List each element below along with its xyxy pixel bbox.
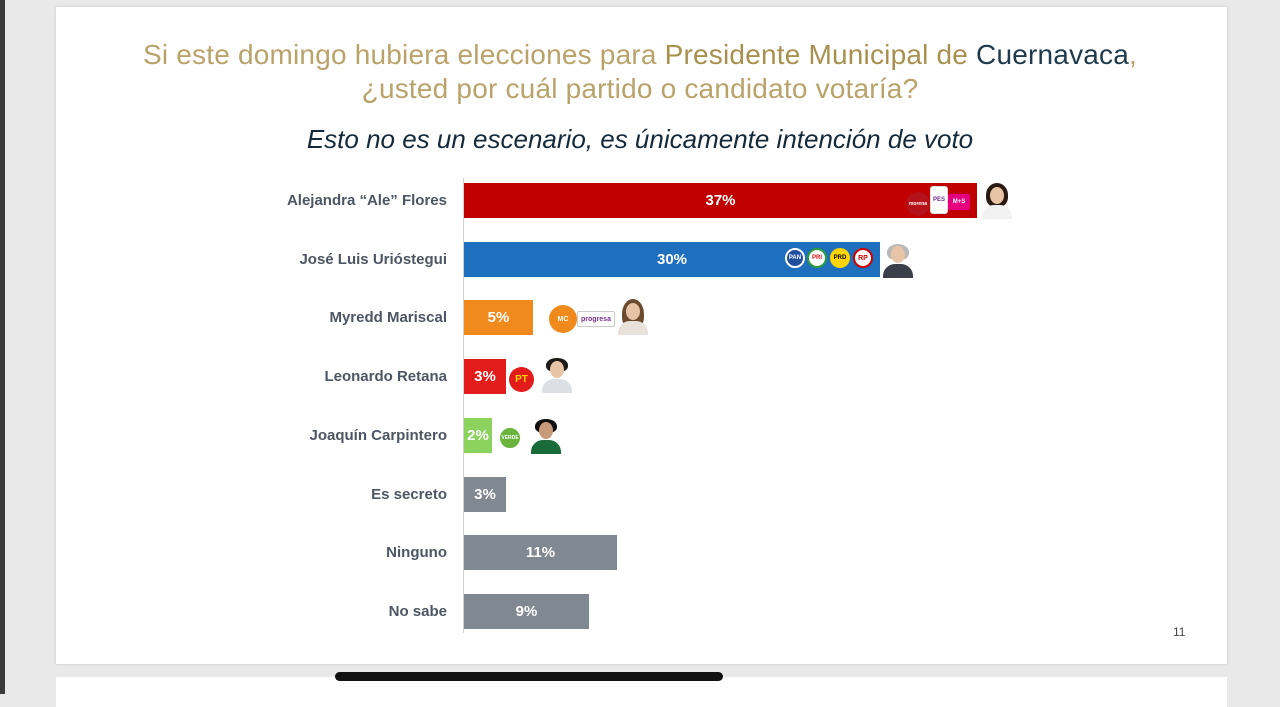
- pes-logo: PES: [930, 186, 948, 214]
- value-label: 3%: [474, 486, 496, 503]
- rp-logo: RP: [853, 248, 873, 268]
- leonardo-retana-photo: [540, 355, 574, 393]
- chart-axis: [463, 178, 464, 633]
- title-city: Cuernavaca: [976, 39, 1130, 70]
- bar: 5%: [464, 300, 533, 335]
- prd-logo: PRD: [830, 248, 850, 268]
- bar: 2%: [464, 418, 492, 453]
- value-label: 2%: [467, 427, 489, 444]
- category-label: Alejandra “Ale” Flores: [286, 192, 447, 209]
- value-label: 11%: [525, 544, 556, 561]
- bar: 37%: [464, 183, 977, 218]
- category-label: Es secreto: [371, 486, 447, 503]
- title-office: Presidente Municipal de: [664, 39, 977, 70]
- value-label: 5%: [487, 309, 510, 326]
- jose-luis-uriostegui-photo: [881, 240, 915, 278]
- category-label: Joaquín Carpintero: [309, 427, 447, 444]
- title-comma: ,: [1129, 39, 1138, 70]
- chart-subtitle: Esto no es un escenario, es únicamente i…: [306, 124, 974, 154]
- title-part1: Si este domingo hubiera elecciones para: [142, 39, 665, 70]
- chart-title: Si este domingo hubiera elecciones para …: [0, 38, 1280, 106]
- bar: 9%: [464, 594, 589, 629]
- value-label: 3%: [474, 368, 496, 385]
- category-label: Leonardo Retana: [324, 368, 447, 385]
- value-label: 37%: [705, 192, 736, 209]
- window-edge: [0, 0, 5, 694]
- category-label: Ninguno: [386, 544, 447, 561]
- verde-logo: VERDE: [498, 426, 522, 450]
- category-label: No sabe: [388, 603, 447, 620]
- joaquin-carpintero-photo: [529, 416, 563, 454]
- pan-logo: PAN: [785, 248, 805, 268]
- mas-logo: M+S: [948, 194, 970, 210]
- ale-flores-photo: [980, 181, 1014, 219]
- next-slide-page: [56, 677, 1227, 707]
- pt-logo: PT: [509, 367, 534, 392]
- mc-logo: MC: [549, 305, 577, 333]
- home-indicator[interactable]: [335, 672, 723, 681]
- pri-logo: PRI: [807, 248, 827, 268]
- morena-logo: morena: [906, 192, 930, 216]
- myredd-mariscal-photo: [616, 297, 650, 335]
- bar: 3%: [464, 359, 506, 394]
- title-question: ¿usted por cuál partido o candidato vota…: [361, 73, 919, 104]
- bar: 11%: [464, 535, 617, 570]
- progresa-logo: progresa: [577, 311, 615, 327]
- value-label: 9%: [515, 603, 538, 620]
- category-label: Myredd Mariscal: [329, 309, 447, 326]
- page-number: 11: [1173, 625, 1186, 639]
- slide-page: [56, 7, 1227, 664]
- bar: 3%: [464, 477, 506, 512]
- category-label: José Luis Urióstegui: [299, 251, 447, 268]
- value-label: 30%: [656, 251, 688, 268]
